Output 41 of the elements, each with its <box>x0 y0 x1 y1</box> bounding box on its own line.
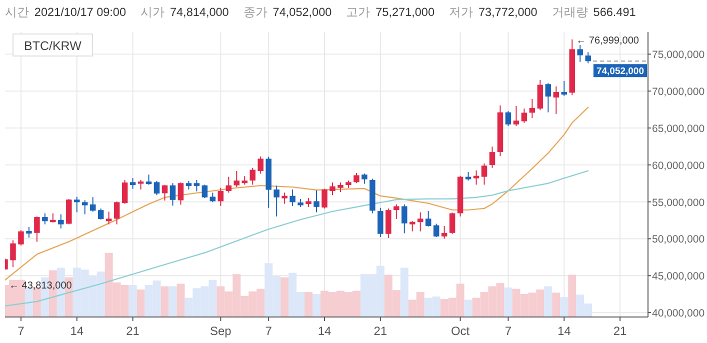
x-tick-label: 7 <box>504 324 512 338</box>
bar <box>280 277 289 317</box>
y-tick-label: 55,000,000 <box>652 196 705 209</box>
bar <box>544 286 552 317</box>
bar <box>128 285 137 317</box>
x-tick-label: 21 <box>126 324 140 338</box>
bar <box>552 292 560 317</box>
annotation: ← 43,813,000 <box>9 280 72 292</box>
x-tick-label: 21 <box>613 324 628 338</box>
x-tick-label: 14 <box>70 324 84 338</box>
bar <box>136 289 145 317</box>
bar <box>568 274 576 317</box>
x-tick-label: Sep <box>210 324 232 338</box>
x-tick-label: Oct <box>450 324 470 338</box>
line-series <box>5 106 589 281</box>
y-tick-label: 50,000,000 <box>652 234 705 246</box>
bar <box>504 288 512 317</box>
bar <box>400 268 408 317</box>
x-tick-label: 14 <box>318 324 332 338</box>
bar <box>312 294 321 317</box>
x-tick-label: 7 <box>265 324 272 338</box>
y-tick-label: 75,000,000 <box>652 49 705 62</box>
annotation: ← 76,999,000 <box>576 35 640 46</box>
x-tick-label: 7 <box>18 324 25 338</box>
y-tick-label: 40,000,000 <box>652 308 705 320</box>
bar <box>176 284 185 317</box>
x-tick-label: 14 <box>557 324 572 338</box>
bar <box>168 286 177 317</box>
title: BTC/KRW <box>12 34 93 56</box>
y-tick-label: 65,000,000 <box>652 122 705 135</box>
y-tick-label: 60,000,000 <box>652 160 705 172</box>
ref-line-label: 74,052,000 <box>596 66 644 78</box>
price-tag: 74,052,000 <box>593 64 647 78</box>
bar <box>304 292 313 317</box>
y-tick-label: 70,000,000 <box>652 86 705 98</box>
x-tick-label: 21 <box>374 324 388 338</box>
bar <box>560 297 568 317</box>
y-tick-label: 45,000,000 <box>652 270 705 283</box>
header: 시간 2021/10/17 09:00 시가 74,814,000 종가 74,052,000 고가 75,271,000 저가 73,772,000 거래량 566.491 <box>5 6 636 19</box>
bar <box>160 286 169 317</box>
bar <box>464 300 472 317</box>
